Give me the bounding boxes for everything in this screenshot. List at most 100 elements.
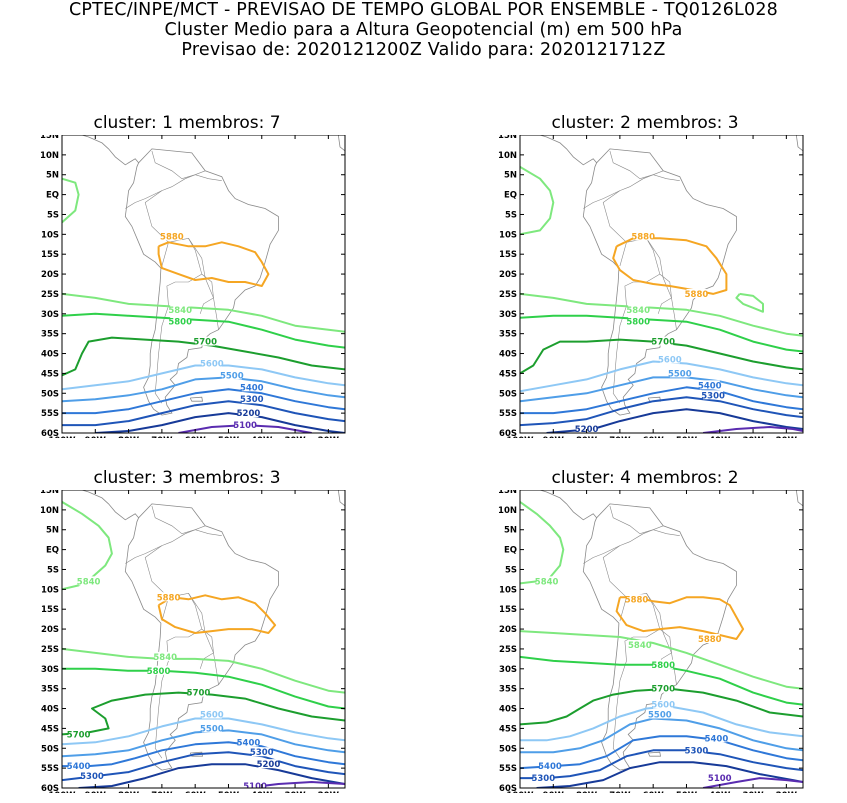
contour-label: 5840 — [628, 641, 652, 651]
y-tick-label: 30S — [499, 310, 517, 320]
contour-5400 — [62, 741, 345, 768]
y-tick-label: 50S — [499, 744, 517, 754]
x-tick-label: 90W — [543, 791, 565, 793]
contour-label-bg — [155, 651, 176, 661]
contour-label: 5500 — [220, 371, 244, 381]
y-tick-label: 55S — [41, 764, 59, 774]
contour-label: 5700 — [651, 338, 675, 348]
contour-label: 5700 — [193, 338, 217, 348]
contour-label: 5500 — [668, 369, 692, 379]
y-tick-label: 5N — [46, 171, 59, 181]
country-border — [602, 174, 680, 243]
panel-title: cluster: 3 membros: 3 — [93, 468, 281, 488]
contour-label: 5700 — [67, 730, 91, 740]
contour-label-bg — [653, 699, 674, 709]
contour-map: 5840580057005600550054005300520058805880… — [498, 135, 804, 438]
x-tick-label: 70W — [151, 436, 173, 438]
x-tick-label: 60W — [185, 791, 207, 793]
x-tick-label: 30W — [742, 436, 764, 438]
contour-label-bg — [161, 231, 182, 241]
y-tick-label: 50S — [499, 389, 517, 399]
y-tick-label: 50S — [41, 744, 59, 754]
contour-label-bg — [251, 747, 272, 757]
y-tick-label: 55S — [41, 409, 59, 419]
contour-label-bg — [201, 709, 222, 719]
y-tick-label: 25S — [499, 290, 517, 300]
y-tick-label: 15S — [499, 250, 517, 260]
contour-5600 — [62, 717, 345, 746]
x-tick-label: 90W — [85, 791, 107, 793]
contour-5300 — [62, 400, 345, 427]
x-tick-label: 90W — [543, 436, 565, 438]
contour-label: 5400 — [240, 383, 264, 393]
x-tick-label: 100W — [48, 436, 76, 438]
contour-label-bg — [170, 316, 191, 326]
y-tick-label: 10S — [41, 585, 59, 595]
contour-5200 — [95, 412, 345, 433]
y-tick-label: 40S — [41, 705, 59, 715]
contour-label: 5400 — [538, 762, 562, 772]
contour-label-bg — [158, 592, 179, 602]
country-border — [583, 545, 621, 564]
x-tick-label: 80W — [118, 791, 140, 793]
contour-label-bg — [148, 665, 169, 675]
contour-5840 — [62, 647, 345, 694]
contour-label-bg — [241, 394, 262, 404]
contour-5500 — [520, 717, 803, 754]
y-tick-label: 15N — [40, 135, 59, 141]
contour-label: 5840 — [626, 306, 650, 316]
contour-label-bg — [628, 304, 649, 314]
y-tick-label: 10N — [498, 506, 517, 516]
country-border — [154, 593, 203, 759]
plot-frame — [519, 135, 804, 434]
contour-5400 — [62, 388, 345, 415]
contour-5700 — [62, 336, 345, 377]
contour-5840 — [520, 501, 565, 585]
contour-map: 5840584058005700570056005500540054005300… — [40, 490, 346, 793]
y-tick-label: EQ — [46, 546, 59, 556]
y-tick-label: 15S — [41, 605, 59, 615]
contour-label: 5600 — [658, 355, 682, 365]
y-tick-label: 35S — [41, 330, 59, 340]
contour-5880 — [612, 237, 728, 295]
y-tick-label: EQ — [46, 191, 59, 201]
contour-5880 — [157, 241, 270, 287]
contour-5200 — [78, 763, 345, 788]
africa-coast — [337, 490, 345, 507]
contour-label-bg — [659, 354, 680, 364]
y-tick-label: 30S — [41, 310, 59, 320]
y-tick-label: 40S — [499, 705, 517, 715]
contour-5700 — [520, 687, 803, 726]
contour-5840 — [62, 177, 80, 224]
x-tick-label: 40W — [251, 436, 273, 438]
y-tick-label: 30S — [41, 665, 59, 675]
contour-label-bg — [539, 761, 560, 771]
y-tick-label: 20S — [499, 270, 517, 280]
contour-5300 — [520, 396, 803, 427]
contour-label: 5200 — [237, 409, 261, 419]
africa-coast — [795, 135, 803, 152]
falklands — [647, 751, 661, 757]
x-tick-label: 20W — [318, 791, 340, 793]
contour-label: 5840 — [168, 306, 192, 316]
contour-5500 — [520, 376, 803, 403]
y-tick-label: 30S — [499, 665, 517, 675]
contour-label: 5300 — [80, 772, 104, 782]
x-tick-label: 50W — [676, 791, 698, 793]
panel-title: cluster: 1 membros: 7 — [93, 113, 281, 133]
contour-label-bg — [68, 729, 89, 739]
contour-5400 — [520, 735, 803, 770]
contour-5500 — [62, 376, 345, 403]
contour-5840 — [520, 292, 803, 337]
falklands — [189, 396, 203, 402]
contour-5200 — [536, 761, 803, 788]
contour-label-bg — [238, 737, 259, 747]
country-border — [151, 150, 206, 180]
x-tick-label: 60W — [185, 436, 207, 438]
x-tick-label: 90W — [85, 436, 107, 438]
contour-label: 5300 — [701, 391, 725, 401]
y-tick-label: 20S — [499, 625, 517, 635]
contour-label-bg — [699, 380, 720, 390]
